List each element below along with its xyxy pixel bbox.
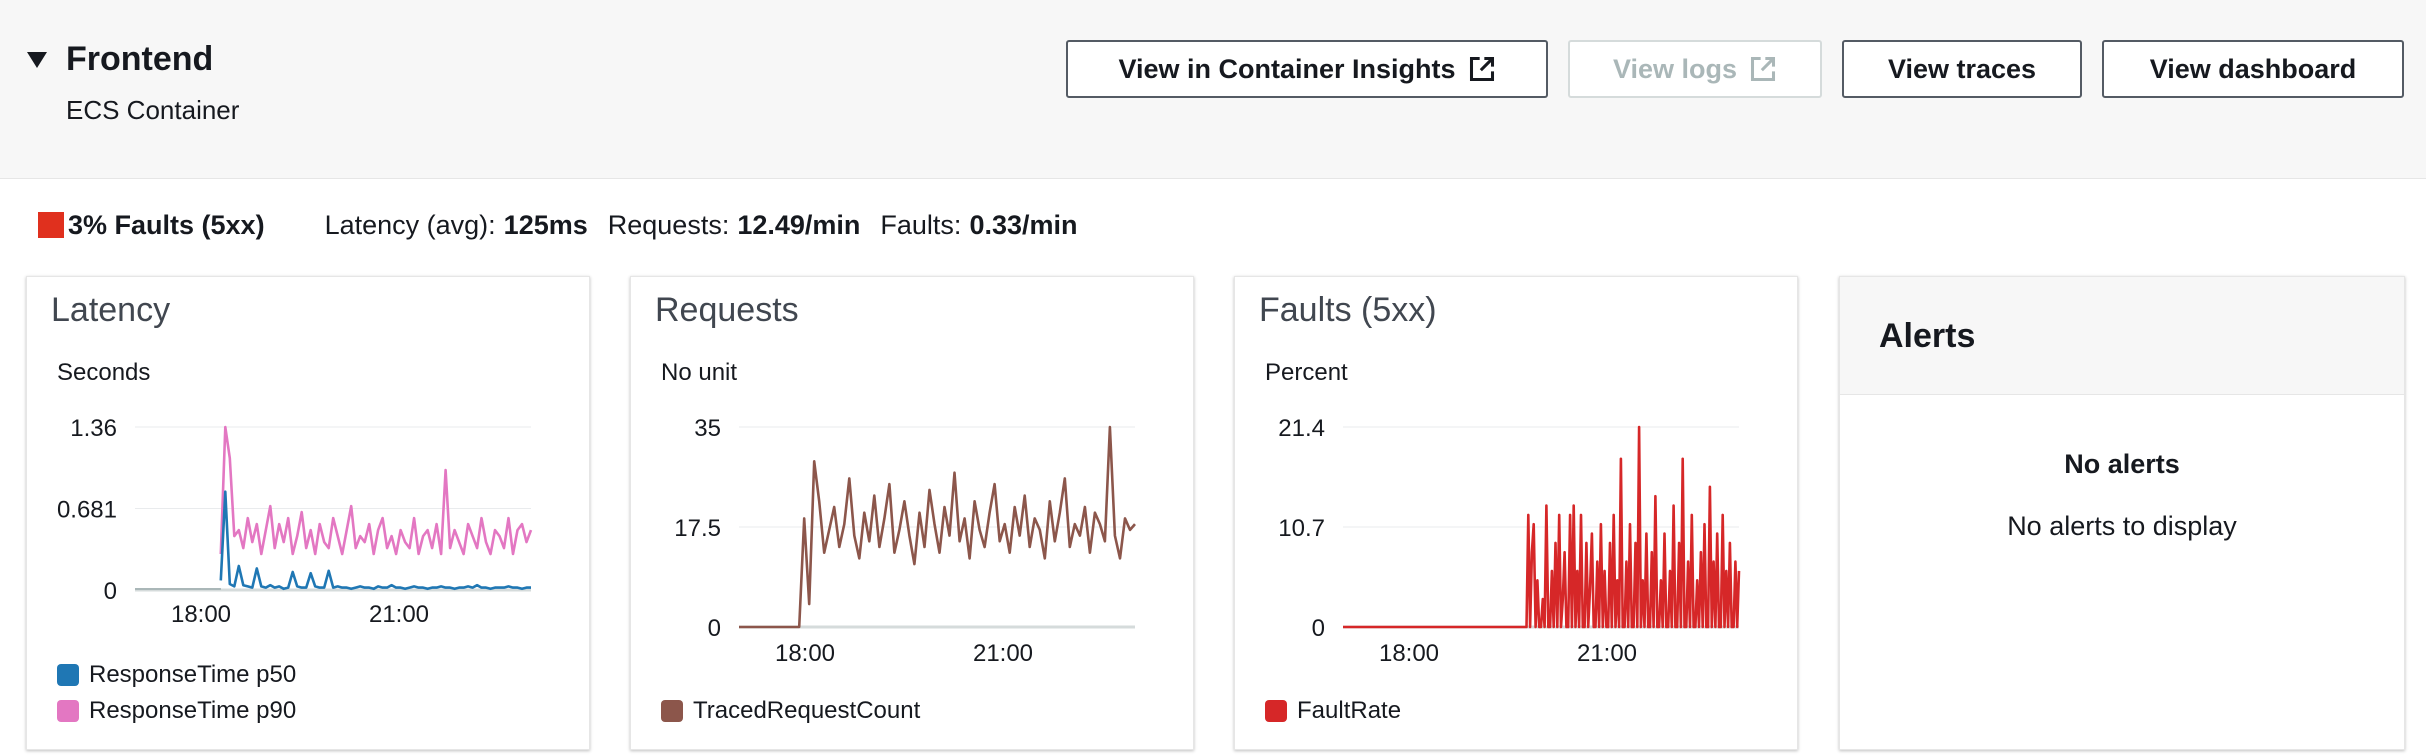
requests-label: Requests: (607, 209, 730, 240)
view-dashboard-label: View dashboard (2149, 53, 2357, 84)
external-link-icon (1750, 56, 1776, 82)
legend-swatch (57, 700, 79, 722)
alerts-header: Alerts (1840, 277, 2404, 395)
panel-title: Faults (5xx) (1259, 291, 1437, 329)
y-tick-label: 35 (694, 415, 721, 442)
y-tick-label: 0 (1312, 615, 1325, 642)
legend-item[interactable]: TracedRequestCount (661, 697, 920, 725)
legend-label: TracedRequestCount (693, 697, 921, 724)
legend-swatch (661, 700, 683, 722)
alerts-title: Alerts (1879, 317, 1976, 355)
legend-swatch (1265, 700, 1287, 722)
panel-unit: Seconds (57, 359, 151, 386)
legend-item[interactable]: ResponseTime p90 (57, 697, 296, 725)
alerts-panel: Alerts No alerts No alerts to display (1839, 276, 2405, 750)
external-link-icon (1469, 56, 1494, 82)
fault-status-square (38, 212, 64, 238)
latency-label: Latency (avg): (324, 209, 496, 240)
service-title: Frontend (66, 40, 214, 78)
view-traces-label: View traces (1887, 53, 2037, 84)
series-line-tracedrequestcount[interactable] (739, 425, 1136, 629)
service-subtitle: ECS Container (66, 95, 240, 125)
requests-value: 12.49/min (737, 209, 861, 240)
legend-label: FaultRate (1297, 697, 1402, 724)
y-tick-label: 21.4 (1278, 415, 1325, 442)
series-line-responsetime-p90[interactable] (219, 425, 533, 556)
y-tick-label: 17.5 (674, 515, 721, 542)
y-tick-label: 0 (104, 578, 117, 605)
panel-title: Latency (51, 291, 171, 329)
caret-down-icon[interactable] (27, 52, 47, 68)
y-tick-label: 0 (708, 615, 721, 642)
view-logs-button[interactable]: View logs (1568, 40, 1822, 98)
requests-chart[interactable]: 35 17.5 0 18:00 21:00 (631, 277, 1193, 751)
service-header: Frontend ECS Container View in Container… (0, 0, 2426, 179)
no-alerts-text: No alerts to display (2007, 511, 2237, 541)
panel-unit: No unit (661, 359, 738, 386)
latency-chart[interactable]: 1.36 0.681 0 18:00 21:00 (27, 277, 589, 751)
y-tick-label: 10.7 (1278, 515, 1325, 542)
faults-label: Faults: (880, 209, 962, 240)
legend-item[interactable]: ResponseTime p50 (57, 661, 296, 689)
x-tick-label: 21:00 (1577, 640, 1637, 667)
no-alerts-title: No alerts (2064, 449, 2180, 479)
legend-label: ResponseTime p90 (89, 697, 297, 724)
view-logs-label: View logs (1612, 53, 1738, 84)
faults-panel: Faults (5xx) Percent 21.4 10.7 0 18:00 21:00… (1234, 276, 1798, 750)
y-tick-label: 1.36 (70, 415, 117, 442)
x-tick-label: 21:00 (369, 601, 429, 628)
latency-panel: Latency Seconds 1.36 0.681 0 18:00 21:00 Res… (26, 276, 590, 750)
x-tick-label: 18:00 (775, 640, 835, 667)
y-tick-label: 0.681 (57, 497, 117, 524)
x-tick-label: 18:00 (171, 601, 231, 628)
series-line-responsetime-p50[interactable] (219, 490, 531, 591)
view-container-insights-button[interactable]: View in Container Insights (1066, 40, 1548, 98)
faults-value: 0.33/min (969, 209, 1078, 240)
panel-title: Requests (655, 291, 799, 329)
metrics-summary: 3% Faults (5xx) Latency (avg): 125ms Req… (38, 205, 1078, 245)
requests-panel: Requests No unit 35 17.5 0 18:00 21:00 Trace… (630, 276, 1194, 750)
legend-swatch (57, 664, 79, 686)
view-container-insights-label: View in Container Insights (1118, 53, 1456, 84)
view-traces-button[interactable]: View traces (1842, 40, 2082, 98)
faults-chart[interactable]: 21.4 10.7 0 18:00 21:00 (1235, 277, 1797, 751)
legend-item[interactable]: FaultRate (1265, 697, 1401, 725)
x-tick-label: 18:00 (1379, 640, 1439, 667)
fault-badge: 3% Faults (5xx) (68, 209, 265, 240)
view-dashboard-button[interactable]: View dashboard (2102, 40, 2404, 98)
series-line-faultrate[interactable] (1343, 425, 1741, 629)
latency-value: 125ms (503, 209, 588, 240)
legend-label: ResponseTime p50 (89, 661, 297, 688)
panel-unit: Percent (1265, 359, 1348, 386)
x-tick-label: 21:00 (973, 640, 1033, 667)
